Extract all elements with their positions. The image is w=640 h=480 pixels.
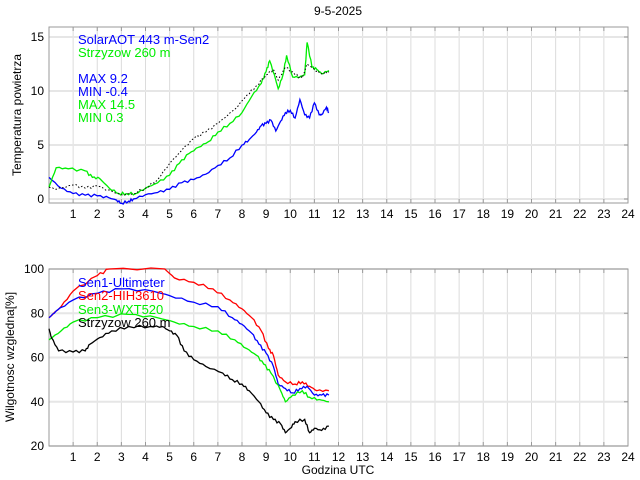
x-tick-label: 24 bbox=[621, 207, 635, 221]
x-tick-label: 10 bbox=[284, 450, 298, 464]
stat-blue-max: MAX 9.2 bbox=[78, 71, 128, 86]
series-sen2-hih3610 bbox=[48, 267, 330, 393]
temperature-plot: 1 2 3 4 5 6 7 8 9 10 11 12 13 14 15 16 17 18 19 20 21 22 23 24 … bbox=[10, 4, 635, 221]
legend-sen1: Sen1-Ultimeter bbox=[78, 275, 165, 290]
humidity-x-label: Godzina UTC bbox=[302, 463, 375, 477]
humidity-plot: 1 2 3 4 5 6 7 8 9 10 11 12 13 14 15 16 17 18 19 20 21 22 23 24 … bbox=[3, 262, 635, 477]
y-tick-label: 100 bbox=[24, 262, 44, 276]
x-tick-label: 3 bbox=[118, 207, 125, 221]
x-tick-label: 5 bbox=[166, 450, 173, 464]
x-tick-label: 5 bbox=[166, 207, 173, 221]
x-tick-label: 2 bbox=[94, 207, 101, 221]
humidity-grid bbox=[49, 268, 628, 447]
stat-green-min: MIN 0.3 bbox=[78, 110, 124, 125]
x-tick-label: 14 bbox=[380, 450, 394, 464]
x-tick-label: 19 bbox=[501, 450, 515, 464]
x-tick-label: 1 bbox=[70, 207, 77, 221]
x-tick-label: 22 bbox=[573, 450, 587, 464]
x-tick-label: 21 bbox=[549, 207, 563, 221]
y-tick-label: 0 bbox=[37, 192, 44, 206]
series-solaraot-443-m-sen2 bbox=[48, 97, 330, 205]
humidity-y-ticks: 20 40 60 80 100 bbox=[24, 262, 628, 453]
stat-green-max: MAX 14.5 bbox=[78, 97, 135, 112]
series-sen3-wxt520 bbox=[48, 313, 329, 403]
x-tick-label: 12 bbox=[332, 450, 346, 464]
x-tick-label: 15 bbox=[404, 450, 418, 464]
humidity-series bbox=[48, 267, 330, 434]
x-tick-label: 6 bbox=[190, 450, 197, 464]
temperature-y-label: Temperatura powietrza bbox=[10, 54, 24, 176]
temperature-series bbox=[48, 42, 330, 205]
humidity-x-ticks: 1 2 3 4 5 6 7 8 9 10 11 12 13 14 15 16 17 18 19 20 21 22 23 24 bbox=[70, 269, 635, 464]
legend-sen3: Sen3-WXT520 bbox=[78, 302, 163, 317]
x-tick-label: 7 bbox=[215, 450, 222, 464]
y-tick-label: 60 bbox=[31, 351, 45, 365]
temperature-y-ticks: 0 5 10 15 bbox=[31, 30, 628, 206]
series-strzyzow-260-m bbox=[48, 42, 330, 196]
y-tick-label: 40 bbox=[31, 395, 45, 409]
x-tick-label: 8 bbox=[239, 450, 246, 464]
x-tick-label: 18 bbox=[477, 207, 491, 221]
stat-blue-min: MIN -0.4 bbox=[78, 84, 128, 99]
x-tick-label: 23 bbox=[597, 207, 611, 221]
x-tick-label: 9 bbox=[263, 450, 270, 464]
x-tick-label: 10 bbox=[284, 207, 298, 221]
x-tick-label: 4 bbox=[142, 450, 149, 464]
legend-strzyzow-rh: Strzyzow 260 m bbox=[78, 315, 170, 330]
series-reference bbox=[48, 63, 330, 196]
x-tick-label: 24 bbox=[621, 450, 635, 464]
x-tick-label: 20 bbox=[525, 207, 539, 221]
chart-title: 9-5-2025 bbox=[314, 4, 362, 18]
series-sen1-ultimeter bbox=[48, 288, 330, 398]
x-tick-label: 14 bbox=[380, 207, 394, 221]
legend-solaraot: SolarAOT 443 m-Sen2 bbox=[78, 32, 209, 47]
legend-strzyzow: Strzyzow 260 m bbox=[78, 45, 170, 60]
temperature-x-ticks: 1 2 3 4 5 6 7 8 9 10 11 12 13 14 15 16 17 18 19 20 21 22 23 24 bbox=[70, 27, 635, 221]
y-tick-label: 20 bbox=[31, 439, 45, 453]
x-tick-label: 12 bbox=[332, 207, 346, 221]
y-tick-label: 80 bbox=[31, 306, 45, 320]
x-tick-label: 2 bbox=[94, 450, 101, 464]
x-tick-label: 20 bbox=[525, 450, 539, 464]
x-tick-label: 6 bbox=[190, 207, 197, 221]
x-tick-label: 4 bbox=[142, 207, 149, 221]
x-tick-label: 13 bbox=[356, 207, 370, 221]
x-tick-label: 3 bbox=[118, 450, 125, 464]
x-tick-label: 11 bbox=[308, 450, 321, 464]
x-tick-label: 8 bbox=[239, 207, 246, 221]
y-tick-label: 10 bbox=[31, 84, 45, 98]
legend-sen2: Sen2-HIH3610 bbox=[78, 288, 164, 303]
humidity-y-label: Wilgotnosc wzgledna[%] bbox=[3, 292, 17, 422]
x-tick-label: 17 bbox=[452, 207, 466, 221]
x-tick-label: 22 bbox=[573, 207, 587, 221]
x-tick-label: 15 bbox=[404, 207, 418, 221]
y-tick-label: 15 bbox=[31, 30, 45, 44]
x-tick-label: 16 bbox=[428, 450, 442, 464]
x-tick-label: 21 bbox=[549, 450, 563, 464]
x-tick-label: 17 bbox=[452, 450, 466, 464]
x-tick-label: 18 bbox=[477, 450, 491, 464]
series-strzyzow-260-m bbox=[48, 324, 329, 434]
x-tick-label: 19 bbox=[501, 207, 515, 221]
x-tick-label: 1 bbox=[70, 450, 77, 464]
y-tick-label: 5 bbox=[37, 138, 44, 152]
x-tick-label: 13 bbox=[356, 450, 370, 464]
x-tick-label: 9 bbox=[263, 207, 270, 221]
x-tick-label: 7 bbox=[215, 207, 222, 221]
x-tick-label: 23 bbox=[597, 450, 611, 464]
x-tick-label: 11 bbox=[308, 207, 321, 221]
x-tick-label: 16 bbox=[428, 207, 442, 221]
